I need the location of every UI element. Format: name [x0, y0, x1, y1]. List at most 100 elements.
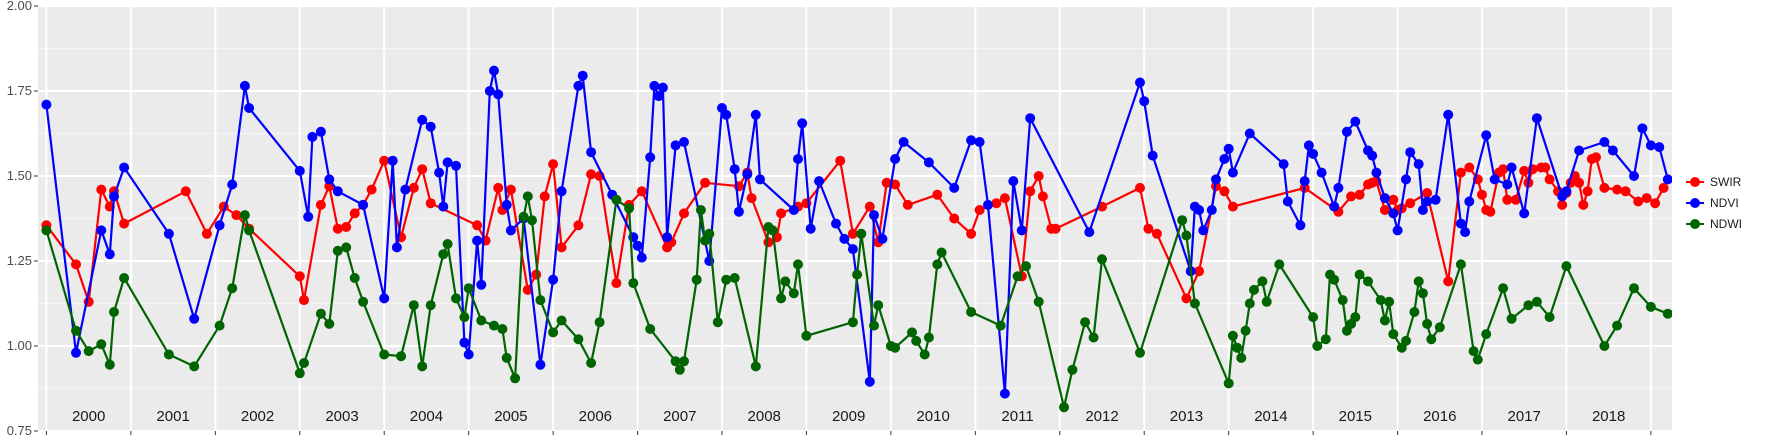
year-label: 2007	[663, 408, 696, 425]
data-point-swir	[902, 199, 913, 210]
data-point-swir	[1612, 184, 1623, 195]
data-point-ndwi	[911, 335, 922, 346]
data-point-ndvi	[1211, 174, 1221, 185]
data-point-ndwi	[1135, 347, 1145, 358]
data-point-ndwi	[1312, 341, 1323, 351]
data-point-swir	[1405, 198, 1416, 209]
data-point-ndwi	[1375, 295, 1386, 306]
year-label: 2001	[156, 408, 189, 425]
data-point-ndwi	[1244, 298, 1255, 309]
data-point-ndvi	[1455, 218, 1466, 229]
year-label: 2017	[1508, 408, 1541, 425]
data-point-ndwi	[1434, 322, 1445, 333]
data-point-ndvi	[1645, 140, 1656, 151]
data-point-ndwi	[1409, 307, 1420, 317]
year-label: 2002	[241, 408, 274, 425]
data-point-swir	[573, 220, 584, 231]
data-point-ndwi	[586, 358, 597, 368]
year-label: 2015	[1339, 408, 1372, 425]
data-point-ndwi	[1261, 296, 1272, 307]
data-point-ndvi	[1443, 109, 1454, 120]
data-point-ndwi	[1523, 300, 1534, 311]
data-point-swir	[1379, 205, 1390, 215]
data-point-ndvi	[1413, 159, 1424, 170]
data-point-ndwi	[923, 332, 934, 343]
data-point-swir	[1050, 223, 1061, 234]
data-point-swir	[636, 186, 647, 197]
data-point-ndwi	[239, 210, 250, 221]
data-point-swir	[1025, 186, 1036, 197]
data-point-ndvi	[1489, 174, 1500, 185]
data-point-swir	[881, 177, 892, 188]
data-point-ndvi	[1607, 145, 1618, 156]
data-point-swir	[1037, 191, 1048, 202]
data-point-swir	[505, 184, 516, 195]
data-point-ndvi	[1316, 167, 1327, 178]
data-point-ndvi	[1303, 140, 1314, 151]
data-point-ndvi	[1227, 167, 1238, 178]
data-point-swir	[1219, 186, 1230, 197]
data-point-ndvi	[1388, 208, 1399, 219]
data-point-ndwi	[611, 194, 622, 205]
data-point-ndvi	[869, 210, 879, 221]
year-label: 2012	[1085, 408, 1118, 425]
y-tick-label: 1.50	[7, 168, 32, 183]
data-point-ndvi	[1422, 196, 1433, 207]
year-label: 2010	[916, 408, 949, 425]
data-point-ndvi	[679, 137, 689, 147]
data-point-swir	[349, 208, 360, 219]
data-point-swir	[776, 208, 787, 219]
data-point-ndvi	[391, 242, 402, 253]
data-point-ndvi	[476, 279, 487, 290]
data-point-ndvi	[864, 376, 875, 387]
data-point-ndwi	[417, 361, 428, 372]
data-point-swir	[1464, 162, 1475, 173]
data-point-swir	[1519, 165, 1530, 176]
data-point-ndvi	[1223, 143, 1234, 154]
data-point-ndvi	[573, 80, 584, 91]
data-point-ndvi	[244, 103, 255, 113]
data-point-ndwi	[704, 228, 715, 239]
data-point-ndwi	[1337, 295, 1348, 306]
legend-label-swir: SWIR	[1710, 175, 1742, 189]
data-point-ndwi	[1236, 352, 1247, 363]
data-point-ndvi	[1460, 227, 1471, 238]
data-point-ndvi	[1392, 225, 1403, 236]
data-point-ndwi	[1498, 283, 1509, 294]
data-point-ndwi	[1384, 296, 1395, 307]
data-point-ndwi	[729, 273, 740, 283]
data-point-ndvi	[189, 313, 200, 324]
year-label: 2008	[748, 408, 781, 425]
data-point-swir	[679, 208, 689, 219]
year-label: 2011	[1001, 408, 1033, 425]
data-point-ndwi	[869, 320, 879, 331]
data-point-ndvi	[1295, 220, 1306, 231]
data-point-ndwi	[294, 368, 305, 379]
data-point-ndvi	[442, 157, 453, 168]
data-point-ndvi	[788, 205, 799, 215]
data-point-ndvi	[1025, 113, 1036, 124]
data-point-swir	[71, 259, 81, 270]
data-point-ndwi	[96, 339, 107, 350]
data-point-ndwi	[214, 320, 225, 331]
data-point-ndvi	[657, 82, 668, 93]
y-tick-label: 0.75	[7, 423, 32, 438]
data-point-ndvi	[839, 233, 850, 244]
legend-key-point-ndvi	[1690, 198, 1700, 208]
data-point-ndwi	[995, 320, 1006, 331]
data-point-ndvi	[1371, 167, 1382, 178]
data-point-ndwi	[463, 283, 474, 294]
data-point-ndvi	[163, 228, 174, 239]
data-point-ndvi	[645, 152, 656, 163]
data-point-ndvi	[505, 225, 516, 236]
data-point-ndwi	[1481, 329, 1492, 340]
y-tick-label: 1.75	[7, 83, 32, 98]
data-point-swir	[932, 189, 943, 200]
data-point-ndwi	[438, 249, 449, 260]
data-point-swir	[119, 218, 130, 229]
data-point-swir	[1477, 189, 1487, 200]
data-point-ndvi	[294, 165, 305, 176]
data-point-ndwi	[788, 288, 799, 299]
year-label: 2016	[1423, 408, 1456, 425]
data-point-ndvi	[577, 70, 588, 81]
